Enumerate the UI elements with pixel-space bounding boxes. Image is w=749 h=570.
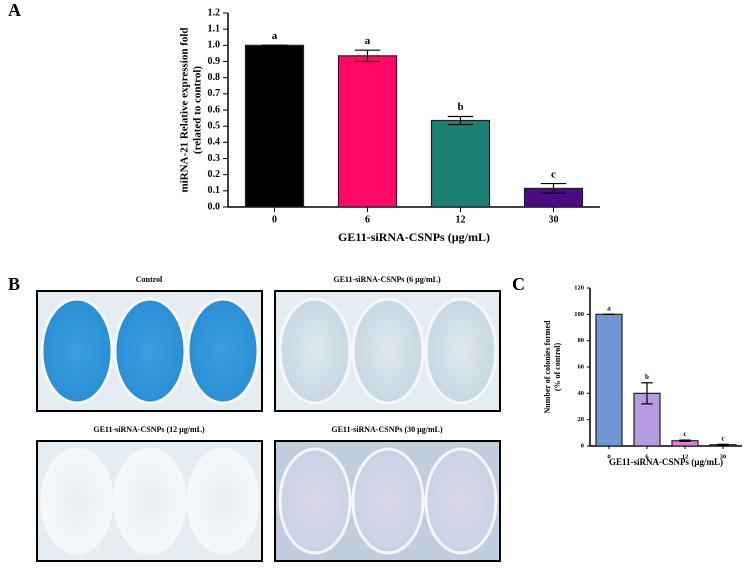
significance-letter: c [683,430,686,438]
bar [595,313,623,447]
y-tick-label: 0 [581,442,584,449]
photo-caption: GE11-siRNA-CSNPs (30 µg/mL) [331,425,443,434]
error-bar [447,115,474,126]
x-tick-label: 6 [365,214,370,225]
y-tick-label: 0.4 [208,137,221,148]
y-tick-label: 60 [578,363,585,370]
y-tick-label: 0.7 [208,88,221,99]
error-bar [717,443,729,446]
y-axis-label: (% of control) [553,343,562,392]
significance-letter: a [607,304,611,312]
significance-letter: a [365,35,371,47]
y-tick-label: 0.3 [208,153,221,164]
y-tick-label: 0.0 [208,201,221,212]
x-tick-label: 0 [607,453,610,460]
y-tick-label: 0.5 [208,120,221,131]
well [351,297,425,405]
x-tick-label: 30 [549,214,559,225]
y-tick-label: 40 [578,390,585,397]
error-bar [354,49,381,63]
y-tick-label: 0.1 [208,185,221,196]
y-tick-label: 80 [578,337,585,344]
photo-caption: Control [136,275,163,284]
well [424,297,498,405]
x-axis-label: GE11-siRNA-CSNPs (µg/mL) [609,457,723,467]
y-axis-label: Number of colonies formed [543,320,552,414]
photo-caption: GE11-siRNA-CSNPs (6 µg/mL) [333,275,441,284]
y-axis-label: miRNA-21 Relative expression fold [179,27,191,192]
x-axis-label: GE11-siRNA-CSNPs (µg/mL) [338,230,490,244]
bar [337,55,398,208]
error-bar [641,382,653,405]
x-tick-label: 12 [682,453,689,460]
significance-letter: c [721,434,724,442]
well [186,447,260,555]
panel-label: B [8,274,20,294]
x-tick-label: 30 [720,453,727,460]
bar [244,44,305,208]
y-tick-label: 100 [574,311,584,318]
significance-letter: b [457,101,463,113]
significance-letter: b [645,373,649,381]
y-tick-label: 1.1 [208,23,221,34]
well [424,447,498,555]
y-tick-label: 1.0 [208,40,221,51]
y-tick-label: 0.6 [208,104,221,115]
significance-letter: a [272,30,278,42]
well [278,297,352,405]
panel-label: A [8,0,21,20]
y-tick-label: 120 [574,284,584,291]
y-tick-label: 0.8 [208,72,221,83]
well [40,297,114,405]
y-tick-label: 20 [578,416,585,423]
well [113,447,187,555]
panel-label: C [512,274,525,294]
y-tick-label: 0.9 [208,56,221,67]
well [113,297,187,405]
photo-caption: GE11-siRNA-CSNPs (12 µg/mL) [93,425,205,434]
x-tick-label: 6 [645,453,649,460]
well [186,297,260,405]
y-tick-label: 1.2 [208,7,221,18]
significance-letter: c [551,168,556,180]
well [40,447,114,555]
error-bar [540,182,567,194]
y-axis-label: (related to control) [192,66,204,155]
error-bar [679,439,691,442]
well [351,447,425,555]
y-tick-label: 0.2 [208,169,221,180]
bar [430,119,491,208]
x-tick-label: 12 [456,214,466,225]
x-tick-label: 0 [272,214,277,225]
well [278,447,352,555]
